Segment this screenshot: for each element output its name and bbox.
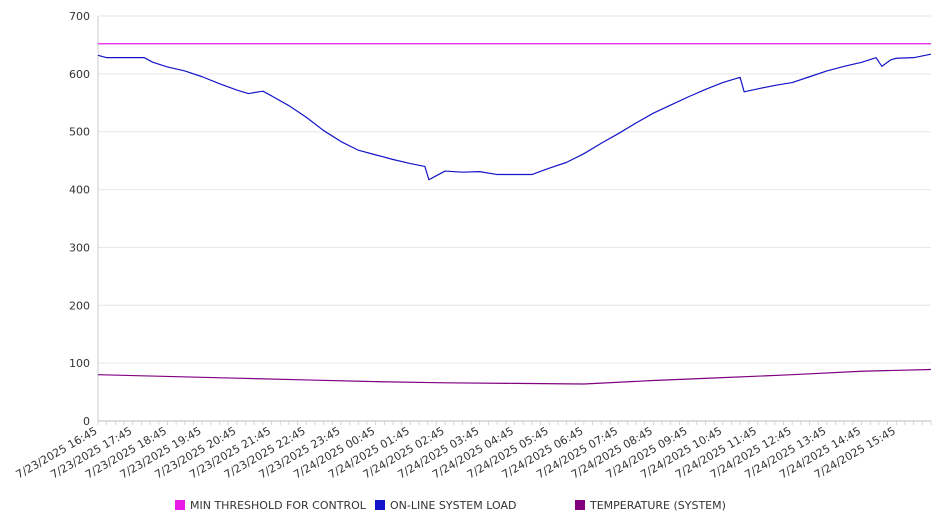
y-tick-label: 300 (69, 241, 90, 254)
legend-swatch (575, 500, 585, 510)
y-tick-label: 500 (69, 126, 90, 139)
legend-label: MIN THRESHOLD FOR CONTROL (190, 499, 367, 512)
y-tick-label: 0 (83, 415, 90, 428)
legend-label: TEMPERATURE (SYSTEM) (589, 499, 726, 512)
y-tick-label: 200 (69, 299, 90, 312)
legend-swatch (375, 500, 385, 510)
gridlines (98, 15, 931, 364)
series-lines (97, 43, 932, 385)
y-tick-label: 600 (69, 68, 90, 81)
series-line (97, 368, 932, 385)
y-tick-label: 700 (69, 10, 90, 23)
axes (97, 16, 932, 425)
legend: MIN THRESHOLD FOR CONTROL ON-LINE SYSTEM … (175, 499, 726, 512)
y-tick-label: 100 (69, 357, 90, 370)
series-line (97, 53, 932, 181)
legend-label: ON-LINE SYSTEM LOAD (390, 499, 516, 512)
y-tick-label: 400 (69, 184, 90, 197)
legend-swatch (175, 500, 185, 510)
